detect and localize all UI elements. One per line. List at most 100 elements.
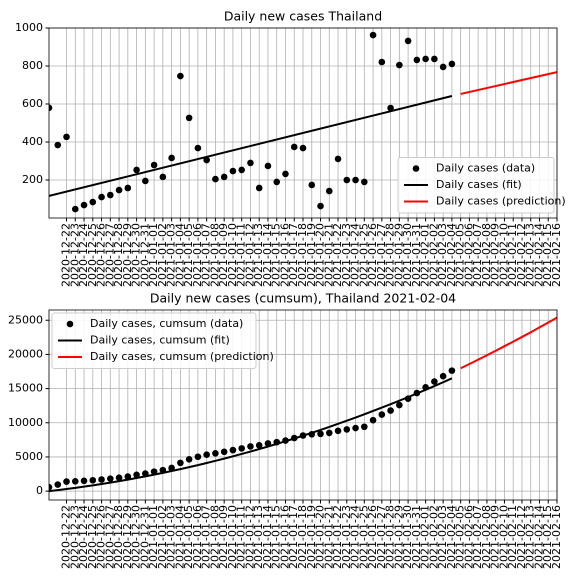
- data-point: [220, 448, 228, 456]
- x-tick-label: 2021-02-14: [532, 505, 545, 569]
- x-tick-label: 2021-02-13: [524, 505, 537, 569]
- data-point: [133, 166, 140, 174]
- data-point: [431, 378, 438, 385]
- chart-title: Daily new cases (cumsum), Thailand 2021-…: [150, 291, 456, 306]
- legend-marker: [412, 165, 420, 172]
- x-tick-label: 2020-12-26: [95, 223, 108, 287]
- y-tick-label: 800: [22, 59, 43, 72]
- data-point: [308, 181, 316, 189]
- plot-frame: [48, 27, 558, 219]
- x-tick-label: 2021-01-30: [401, 505, 414, 569]
- plot: Daily new cases Thailand2020-12-222020-1…: [15, 9, 566, 287]
- x-tick-label: 2021-01-27: [375, 223, 388, 287]
- data-point: [63, 478, 70, 485]
- x-tick-label: 2021-01-17: [287, 505, 300, 569]
- data-point: [325, 429, 333, 437]
- x-tick-label: 2021-02-05: [454, 505, 467, 569]
- x-tick-label: 2021-01-13: [252, 223, 265, 287]
- x-tick-label: 2021-02-14: [532, 223, 545, 287]
- data-point: [71, 205, 79, 213]
- data-point: [89, 198, 97, 206]
- x-tick-label: 2021-02-07: [471, 505, 484, 569]
- data-point: [177, 72, 184, 80]
- x-tick-label: 2021-01-12: [243, 505, 256, 569]
- x-tick-label: 2021-02-16: [550, 505, 563, 569]
- x-tick-label: 2021-02-15: [541, 505, 554, 569]
- x-tick-label: 2021-01-18: [296, 223, 309, 287]
- x-tick-label: 2021-01-17: [287, 223, 300, 287]
- data-point: [290, 143, 298, 151]
- x-tick-label: 2021-01-20: [314, 223, 327, 287]
- legend-label: Daily cases (data): [436, 162, 535, 175]
- x-tick-label: 2021-01-10: [226, 505, 239, 569]
- data-point: [107, 191, 114, 199]
- data-point: [220, 173, 228, 181]
- data-point: [387, 407, 394, 414]
- data-point: [80, 201, 88, 209]
- data-point: [203, 451, 210, 458]
- y-tick-label: 400: [22, 135, 43, 148]
- data-point: [264, 162, 272, 170]
- y-tick-label: 0: [36, 484, 43, 497]
- x-tick-label: 2021-02-10: [497, 223, 510, 287]
- data-point: [369, 31, 377, 39]
- data-point: [448, 367, 456, 374]
- x-tick-label: 2021-01-06: [191, 223, 204, 287]
- x-tick-label: 2021-02-04: [445, 505, 458, 569]
- data-point: [98, 476, 105, 483]
- x-tick-label: 2020-12-27: [103, 223, 116, 287]
- data-point: [378, 58, 386, 66]
- x-tick-label: 2021-01-29: [392, 505, 405, 569]
- data-layer: [49, 316, 557, 493]
- x-tick-label: 2021-02-01: [419, 505, 432, 569]
- x-tick-label: 2020-12-23: [68, 223, 81, 287]
- data-point: [177, 459, 184, 467]
- data-point: [168, 154, 175, 162]
- x-tick-label: 2021-01-04: [173, 223, 186, 287]
- x-tick-label: 2021-02-16: [550, 223, 563, 287]
- x-tick-label: 2021-01-11: [235, 223, 248, 287]
- x-tick-label: 2021-01-13: [252, 505, 265, 569]
- data-point: [185, 114, 193, 122]
- x-tick-label: 2020-12-28: [112, 223, 125, 287]
- x-tick-label: 2021-01-09: [217, 505, 230, 569]
- x-tick-label: 2020-12-28: [112, 505, 125, 569]
- data-point: [54, 141, 62, 149]
- y-tick-label: 20000: [8, 347, 43, 360]
- x-tick-label: 2021-01-22: [331, 223, 344, 287]
- data-point: [361, 178, 368, 186]
- x-tick-label: 2021-01-12: [243, 223, 256, 287]
- x-tick-label: 2021-02-11: [506, 505, 519, 569]
- x-tick-label: 2020-12-22: [60, 223, 73, 287]
- x-tick-label: 2021-01-25: [357, 505, 370, 569]
- x-tick-label: 2021-01-07: [200, 223, 213, 287]
- x-tick-label: 2021-01-28: [384, 505, 397, 569]
- data-point: [142, 177, 149, 185]
- data-point: [273, 178, 281, 186]
- x-tick-label: 2021-01-01: [147, 223, 160, 287]
- data-point: [124, 473, 132, 480]
- x-tick-label: 2021-01-15: [270, 505, 283, 569]
- x-tick-label: 2021-01-01: [147, 505, 160, 569]
- x-tick-label: 2021-01-23: [340, 223, 353, 287]
- data-point: [439, 63, 447, 71]
- data-point: [185, 455, 193, 463]
- x-tick-label: 2021-01-03: [165, 505, 178, 569]
- data-point: [124, 184, 132, 192]
- y-tick-label: 15000: [8, 382, 43, 395]
- legend-label: Daily cases, cumsum (data): [90, 317, 243, 330]
- data-point: [229, 167, 237, 175]
- x-tick-label: 2020-12-29: [121, 505, 134, 569]
- data-point: [299, 144, 307, 152]
- x-tick-label: 2021-02-03: [436, 223, 449, 287]
- x-tick-label: 2021-02-06: [462, 223, 475, 287]
- x-tick-label: 2021-02-08: [480, 505, 493, 569]
- x-tick-label: 2021-01-16: [278, 223, 291, 287]
- data-point: [413, 56, 421, 64]
- data-point: [107, 475, 114, 482]
- data-line: [49, 95, 453, 197]
- x-tick-label: 2021-02-01: [419, 223, 432, 287]
- x-tick-label: 2021-01-27: [375, 505, 388, 569]
- data-point: [334, 427, 342, 435]
